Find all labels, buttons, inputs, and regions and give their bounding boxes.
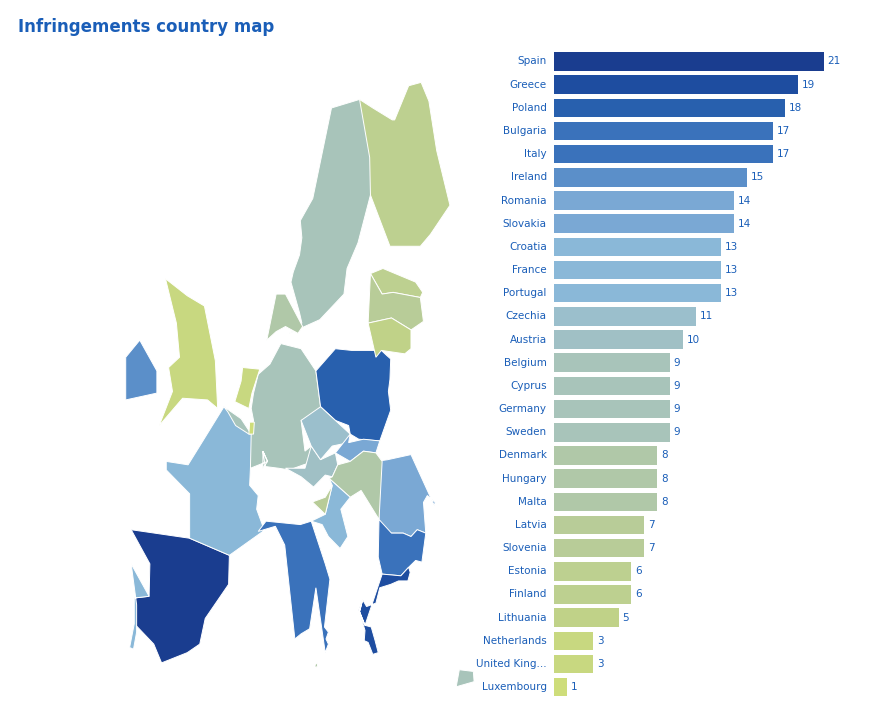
Bar xyxy=(554,493,657,511)
Polygon shape xyxy=(301,406,350,460)
Polygon shape xyxy=(159,279,217,426)
Polygon shape xyxy=(129,564,149,650)
Polygon shape xyxy=(249,422,254,434)
Text: 9: 9 xyxy=(674,404,680,414)
Polygon shape xyxy=(312,486,333,514)
Polygon shape xyxy=(335,434,380,461)
Polygon shape xyxy=(251,344,320,470)
Text: 11: 11 xyxy=(700,312,713,322)
Text: 8: 8 xyxy=(661,451,668,461)
Text: 17: 17 xyxy=(776,126,789,136)
Bar xyxy=(554,354,670,372)
Polygon shape xyxy=(285,446,338,487)
Text: 8: 8 xyxy=(661,473,668,483)
Polygon shape xyxy=(235,367,260,409)
Bar xyxy=(554,562,632,580)
Polygon shape xyxy=(360,82,450,246)
Bar xyxy=(554,632,593,650)
Polygon shape xyxy=(166,406,268,555)
Polygon shape xyxy=(378,520,426,576)
Polygon shape xyxy=(267,294,303,340)
Text: 9: 9 xyxy=(674,427,680,437)
Text: 8: 8 xyxy=(661,497,668,507)
Polygon shape xyxy=(290,99,394,334)
Bar xyxy=(554,678,568,697)
Text: 9: 9 xyxy=(674,358,680,368)
Text: Infringements country map: Infringements country map xyxy=(18,18,274,36)
Polygon shape xyxy=(126,340,157,400)
Bar xyxy=(554,400,670,419)
Text: 13: 13 xyxy=(725,288,738,298)
Bar xyxy=(554,261,722,279)
Polygon shape xyxy=(359,568,410,655)
Text: 13: 13 xyxy=(725,242,738,252)
Text: 10: 10 xyxy=(686,334,700,344)
Bar xyxy=(554,52,824,71)
Polygon shape xyxy=(312,478,350,548)
Polygon shape xyxy=(329,451,382,520)
Text: 19: 19 xyxy=(802,80,816,90)
Text: 3: 3 xyxy=(597,659,604,669)
Text: 6: 6 xyxy=(635,566,642,576)
Text: 5: 5 xyxy=(622,612,629,622)
Polygon shape xyxy=(456,670,474,687)
Bar xyxy=(554,191,734,210)
Bar xyxy=(554,539,644,558)
Text: 14: 14 xyxy=(738,219,752,229)
Bar xyxy=(554,215,734,233)
Text: 14: 14 xyxy=(738,195,752,205)
Text: 21: 21 xyxy=(828,56,841,66)
Text: 17: 17 xyxy=(776,149,789,159)
Text: 7: 7 xyxy=(648,520,655,530)
Bar xyxy=(554,284,722,302)
Bar xyxy=(554,423,670,441)
Bar xyxy=(554,307,695,326)
Bar xyxy=(554,655,593,673)
Polygon shape xyxy=(368,274,423,330)
Bar xyxy=(554,76,798,94)
Text: 15: 15 xyxy=(751,173,764,183)
Bar xyxy=(554,145,773,163)
Text: 13: 13 xyxy=(725,265,738,275)
Text: 9: 9 xyxy=(674,381,680,391)
Polygon shape xyxy=(370,269,422,297)
Bar xyxy=(554,585,632,604)
Bar xyxy=(554,469,657,488)
Polygon shape xyxy=(368,318,411,357)
Polygon shape xyxy=(376,455,435,536)
Bar xyxy=(554,330,683,349)
Bar xyxy=(554,237,722,256)
Bar xyxy=(554,376,670,395)
Polygon shape xyxy=(131,530,230,663)
Bar xyxy=(554,122,773,140)
Polygon shape xyxy=(224,406,251,434)
Text: 3: 3 xyxy=(597,636,604,646)
Polygon shape xyxy=(258,521,330,652)
Bar xyxy=(554,608,619,627)
Polygon shape xyxy=(316,349,391,441)
Bar xyxy=(554,98,786,117)
Text: 6: 6 xyxy=(635,590,642,600)
Bar xyxy=(554,168,747,187)
Text: 7: 7 xyxy=(648,543,655,553)
Polygon shape xyxy=(315,663,318,668)
Text: 18: 18 xyxy=(789,103,803,113)
Bar xyxy=(554,446,657,465)
Text: 1: 1 xyxy=(571,682,577,692)
Bar xyxy=(554,515,644,534)
